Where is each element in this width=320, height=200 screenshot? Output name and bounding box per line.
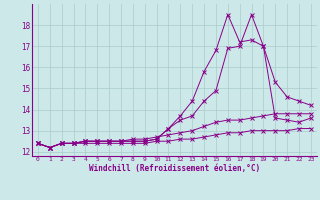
X-axis label: Windchill (Refroidissement éolien,°C): Windchill (Refroidissement éolien,°C): [89, 164, 260, 173]
